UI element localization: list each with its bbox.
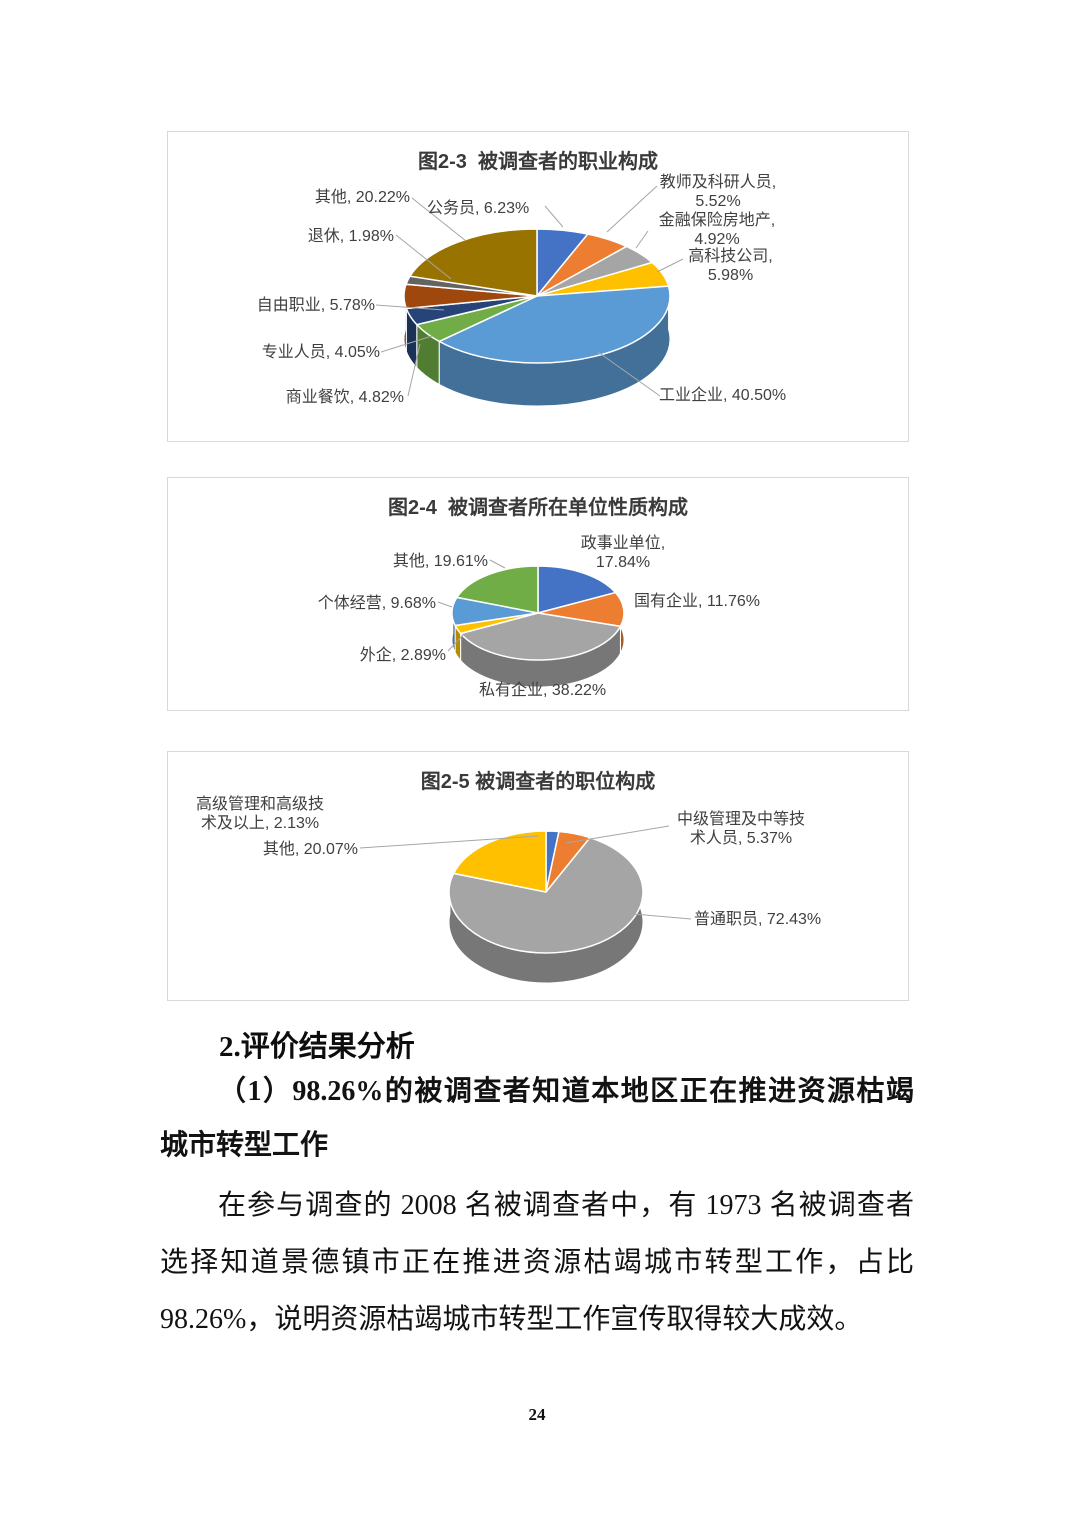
leader-line bbox=[447, 633, 465, 652]
pie-label-geti: 个体经营, 9.68% bbox=[317, 595, 436, 612]
pie-label-tuixiu: 退休, 1.98% bbox=[307, 228, 394, 245]
leader-line bbox=[407, 343, 421, 397]
pie-label-shangye: 商业餐饮, 4.82% bbox=[285, 389, 404, 406]
pie-label-qita: 其他, 19.61% bbox=[392, 553, 488, 570]
pie-label-waiqi: 外企, 2.89% bbox=[359, 647, 446, 664]
pie-label-gongye: 工业企业, 40.50% bbox=[659, 387, 787, 404]
pie-slices bbox=[403, 228, 671, 407]
leader-line bbox=[359, 835, 539, 849]
pie-label-qita: 其他, 20.07% bbox=[262, 841, 358, 858]
pie-label-guoyou: 国有企业, 11.76% bbox=[634, 593, 760, 610]
chart-box-occupation: 图2-3 被调查者的职业构成 其他, 20.22% 公务员, 6.23% 教师及… bbox=[167, 131, 909, 442]
pie-label-gongwuyuan: 公务员, 6.23% bbox=[427, 200, 530, 217]
pie-label-zhongji: 中级管理及中等技术人员, 5.37% bbox=[676, 811, 805, 847]
leader-line bbox=[437, 601, 453, 608]
pie-label-jiaoshi: 教师及科研人员, 5.52% bbox=[659, 174, 777, 210]
pie-slices bbox=[451, 565, 625, 688]
leader-line bbox=[632, 913, 692, 920]
leader-line bbox=[411, 197, 467, 242]
pie-label-qita: 其他, 20.22% bbox=[314, 189, 410, 206]
pie-label-zhuanye: 专业人员, 4.05% bbox=[261, 344, 380, 361]
pie-label-gaokeji: 高科技公司, 5.98% bbox=[688, 248, 773, 284]
chart-title: 图2-3 被调查者的职业构成 bbox=[417, 151, 659, 173]
pie-label-ziyou: 自由职业, 5.78% bbox=[256, 297, 375, 314]
pie-label-jinrong: 金融保险房地产, 4.92% bbox=[658, 212, 776, 248]
subheading-line-1: （1）98.26%的被调查者知道本地区正在推进资源枯竭 bbox=[218, 1076, 914, 1107]
pie-slices bbox=[448, 830, 644, 984]
leader-line bbox=[606, 185, 658, 233]
paragraph-line-1: 在参与调查的 2008 名被调查者中，有 1973 名被调查者 bbox=[218, 1190, 914, 1221]
chart-box-unit-type: 图2-4 被调查者所在单位性质构成 政事业单位, 17.84% 其他, 19.6… bbox=[167, 477, 909, 711]
leader-line bbox=[489, 559, 506, 569]
leader-line bbox=[544, 205, 564, 228]
leader-line bbox=[375, 304, 445, 311]
leader-line bbox=[565, 825, 670, 844]
pie-chart-unit-type bbox=[437, 559, 625, 688]
chart-title: 图2-4 被调查者所在单位性质构成 bbox=[387, 497, 689, 519]
subheading-line-2: 城市转型工作 bbox=[160, 1130, 329, 1161]
page-number: 24 bbox=[528, 1405, 546, 1424]
pie-label-zhengshiye: 政事业单位, 17.84% bbox=[580, 535, 666, 571]
leader-line bbox=[635, 230, 649, 249]
chart-title: 图2-5 被调查者的职位构成 bbox=[420, 771, 656, 793]
paragraph-line-2: 选择知道景德镇市正在推进资源枯竭城市转型工作，占比 bbox=[160, 1247, 914, 1278]
pie-label-siyou: 私有企业, 38.22% bbox=[479, 682, 607, 699]
pie-chart-position bbox=[359, 825, 692, 984]
pie-chart-occupation bbox=[375, 185, 684, 407]
section-heading: 2.评价结果分析 bbox=[219, 1031, 415, 1063]
leader-line bbox=[597, 351, 661, 397]
leader-line bbox=[380, 335, 433, 353]
paragraph-line-3: 98.26%，说明资源枯竭城市转型工作宣传取得较大成效。 bbox=[160, 1304, 863, 1335]
leader-line bbox=[395, 234, 452, 280]
pie-label-gaoji: 高级管理和高级技术及以上, 2.13% bbox=[195, 796, 324, 832]
pie-label-putong: 普通职员, 72.43% bbox=[694, 911, 822, 928]
leader-line bbox=[656, 258, 684, 273]
chart-box-position: 图2-5 被调查者的职位构成 高级管理和高级技术及以上, 2.13% 其他, 2… bbox=[167, 751, 909, 1001]
